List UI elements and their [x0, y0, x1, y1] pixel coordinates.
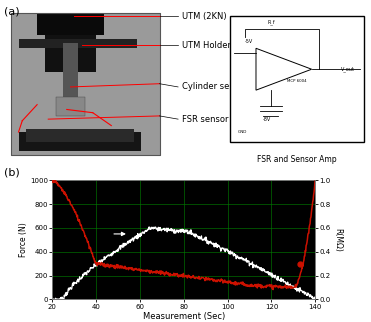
- Bar: [45, 16, 96, 72]
- Bar: [11, 13, 160, 155]
- Bar: [37, 13, 104, 35]
- Text: FSR and Sensor Amp: FSR and Sensor Amp: [257, 155, 336, 164]
- Text: FSR sensor: FSR sensor: [182, 115, 228, 124]
- Y-axis label: R(MΩ): R(MΩ): [334, 228, 342, 252]
- Y-axis label: Force (N): Force (N): [19, 223, 29, 257]
- Text: UTM Holder: UTM Holder: [182, 41, 231, 50]
- Polygon shape: [256, 48, 312, 90]
- Text: GND: GND: [237, 130, 247, 134]
- Text: V_out: V_out: [341, 66, 355, 72]
- Text: UTM (2KN): UTM (2KN): [182, 12, 226, 21]
- Bar: [11, 13, 160, 155]
- Bar: [19, 132, 141, 151]
- Bar: [26, 129, 134, 142]
- Text: (a): (a): [4, 6, 19, 16]
- Text: MCP 6004: MCP 6004: [287, 79, 306, 82]
- Text: R_f: R_f: [267, 20, 275, 25]
- Text: -5V: -5V: [245, 39, 253, 44]
- Text: (b): (b): [4, 167, 19, 177]
- Bar: [19, 39, 137, 48]
- Bar: [56, 97, 85, 116]
- Bar: [230, 16, 364, 142]
- X-axis label: Measurement (Sec): Measurement (Sec): [142, 312, 225, 321]
- Bar: [11, 13, 160, 155]
- Text: Cylinder sensor: Cylinder sensor: [182, 82, 247, 91]
- Bar: [63, 43, 78, 105]
- Text: -8V: -8V: [263, 117, 271, 122]
